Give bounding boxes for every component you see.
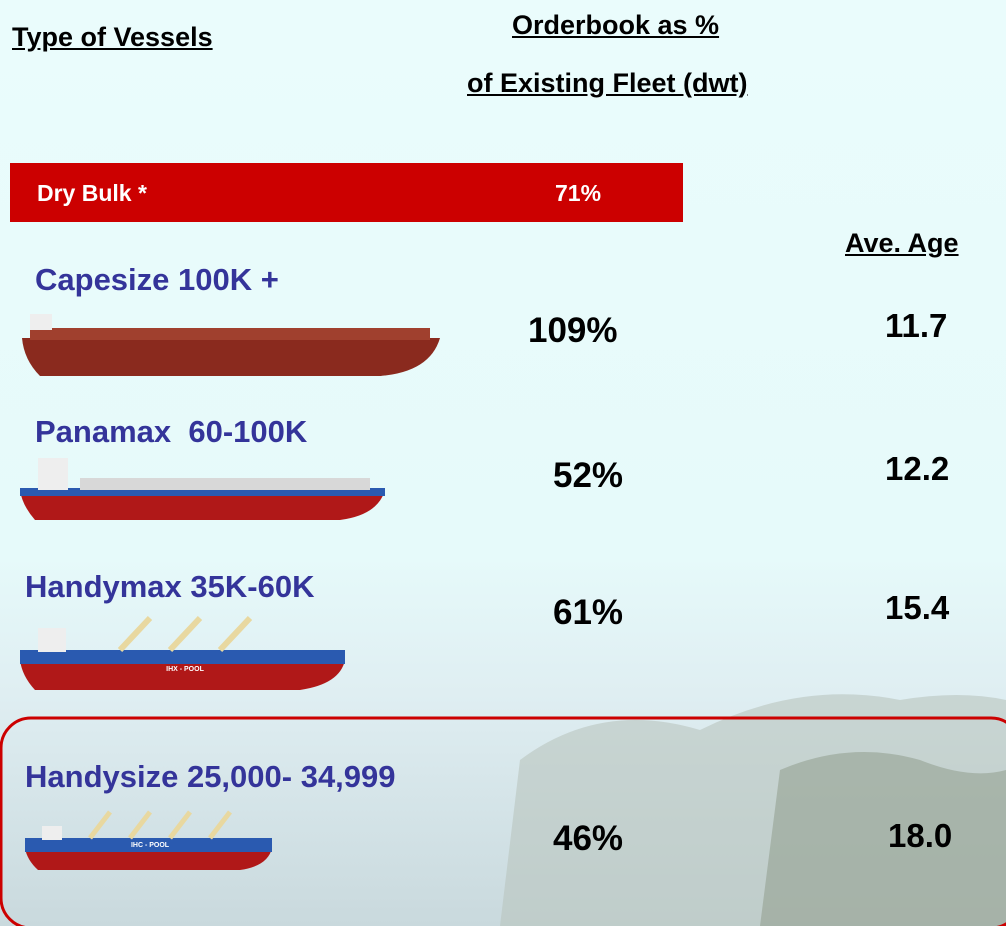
orderbook-value: 109% xyxy=(528,311,618,350)
orderbook-value: 61% xyxy=(553,593,624,632)
island xyxy=(760,752,1006,926)
orderbook-value: 52% xyxy=(553,456,624,495)
vessel-name: Capesize 100K + xyxy=(35,262,279,297)
hull-label: IHC - POOL xyxy=(131,842,170,849)
vessel-name: Handymax 35K-60K xyxy=(25,569,315,604)
summary-value: 71% xyxy=(555,180,602,206)
summary-label: Dry Bulk * xyxy=(37,180,147,206)
orderbook-value: 46% xyxy=(553,819,624,858)
age-value: 11.7 xyxy=(885,307,948,344)
column-header: Ave. Age xyxy=(845,228,959,258)
column-header: of Existing Fleet (dwt) xyxy=(467,68,748,98)
handysize-ship: IHC - POOL xyxy=(25,810,272,870)
column-header: Type of Vessels xyxy=(12,22,213,52)
panamax-ship xyxy=(20,458,385,520)
age-value: 18.0 xyxy=(888,817,953,854)
hull-label: IHX - POOL xyxy=(166,666,204,673)
handymax-ship: IHX - POOL xyxy=(20,615,345,690)
age-value: 15.4 xyxy=(885,589,950,626)
column-header: Orderbook as % xyxy=(512,10,720,40)
vessel-name: Panamax 60-100K xyxy=(35,414,308,449)
age-value: 12.2 xyxy=(885,450,950,487)
capesize-ship xyxy=(22,314,440,376)
highlight-frame xyxy=(0,716,1006,926)
summary-bar xyxy=(10,163,683,222)
vessel-name: Handysize 25,000- 34,999 xyxy=(25,759,396,794)
